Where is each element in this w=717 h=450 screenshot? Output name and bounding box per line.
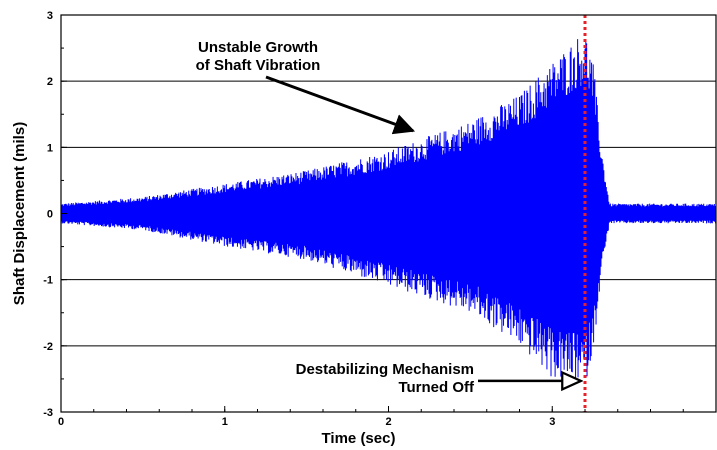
y-axis-title: Shaft Displacement (mils)	[11, 122, 28, 305]
annotation-unstable-line2: of Shaft Vibration	[196, 57, 321, 74]
x-tick-label: 0	[58, 416, 64, 428]
y-tick-label: 2	[47, 76, 53, 88]
annotation-turnoff-line1: Destabilizing Mechanism	[296, 361, 474, 378]
x-tick-label: 3	[549, 416, 555, 428]
y-tick-label: 1	[47, 142, 53, 154]
x-axis-title: Time (sec)	[322, 430, 396, 447]
annotation-unstable-line1: Unstable Growth	[198, 39, 318, 56]
annotation-unstable-arrow	[265, 75, 416, 135]
annotation-turnoff-line2: Turned Off	[398, 379, 475, 396]
signal-series-line	[60, 39, 717, 381]
y-tick-label: -2	[43, 341, 53, 353]
y-tick-label: 3	[47, 10, 53, 22]
x-tick-label: 2	[385, 416, 391, 428]
y-tick-label: 0	[47, 209, 53, 221]
y-tick-label: -3	[43, 407, 53, 419]
x-tick-label: 1	[222, 416, 228, 428]
y-tick-label: -1	[43, 275, 53, 287]
